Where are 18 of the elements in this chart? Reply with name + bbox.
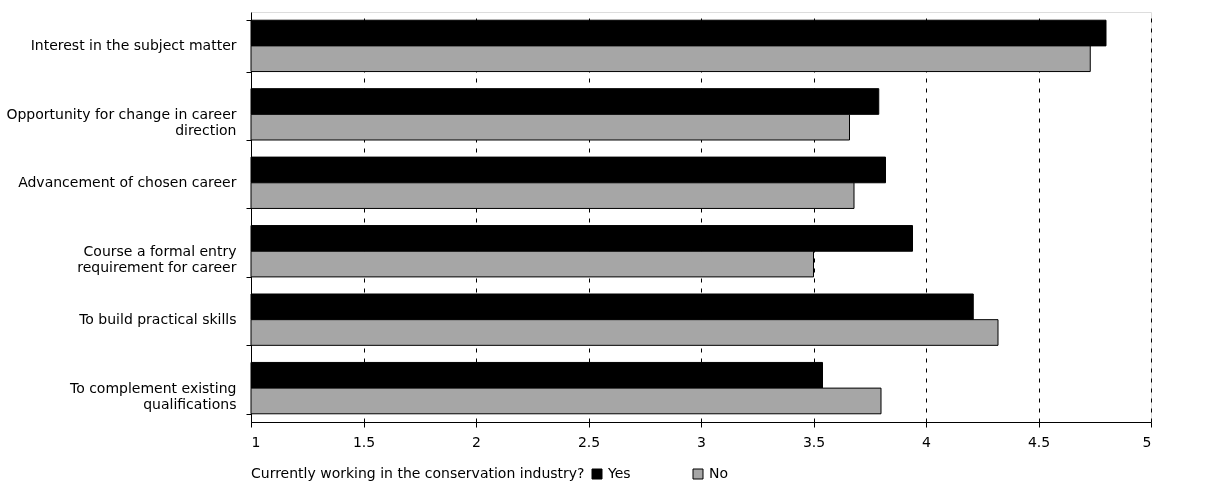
y-tick-label: Course a formal entry requirement for career (77, 242, 237, 275)
x-tick-label: 4 (922, 433, 932, 450)
x-tick-label: 1 (251, 433, 261, 450)
x-tick-label: 3 (697, 433, 706, 450)
x-tick-label: 2.5 (577, 433, 601, 450)
x-tick-label: 4.5 (1027, 433, 1051, 450)
y-tick-label: Interest in the subject matter (30, 37, 237, 54)
legend-label: No (709, 465, 729, 481)
legend-title: Currently working in the conservation industry? (251, 465, 585, 481)
x-tick-label: 3.5 (802, 433, 826, 450)
x-tick-label: 1.5 (352, 433, 376, 450)
y-tick-label: Advancement of chosen career (18, 174, 237, 191)
x-tick-label: 5 (1142, 433, 1152, 450)
x-tick-label: 2 (472, 433, 481, 450)
y-tick-label: To build practical skills (78, 311, 237, 328)
y-tick-label: To complement existing qualifications (68, 379, 237, 412)
legend-label: Yes (607, 465, 631, 481)
y-tick-label: Opportunity for change in career direction (6, 105, 237, 138)
